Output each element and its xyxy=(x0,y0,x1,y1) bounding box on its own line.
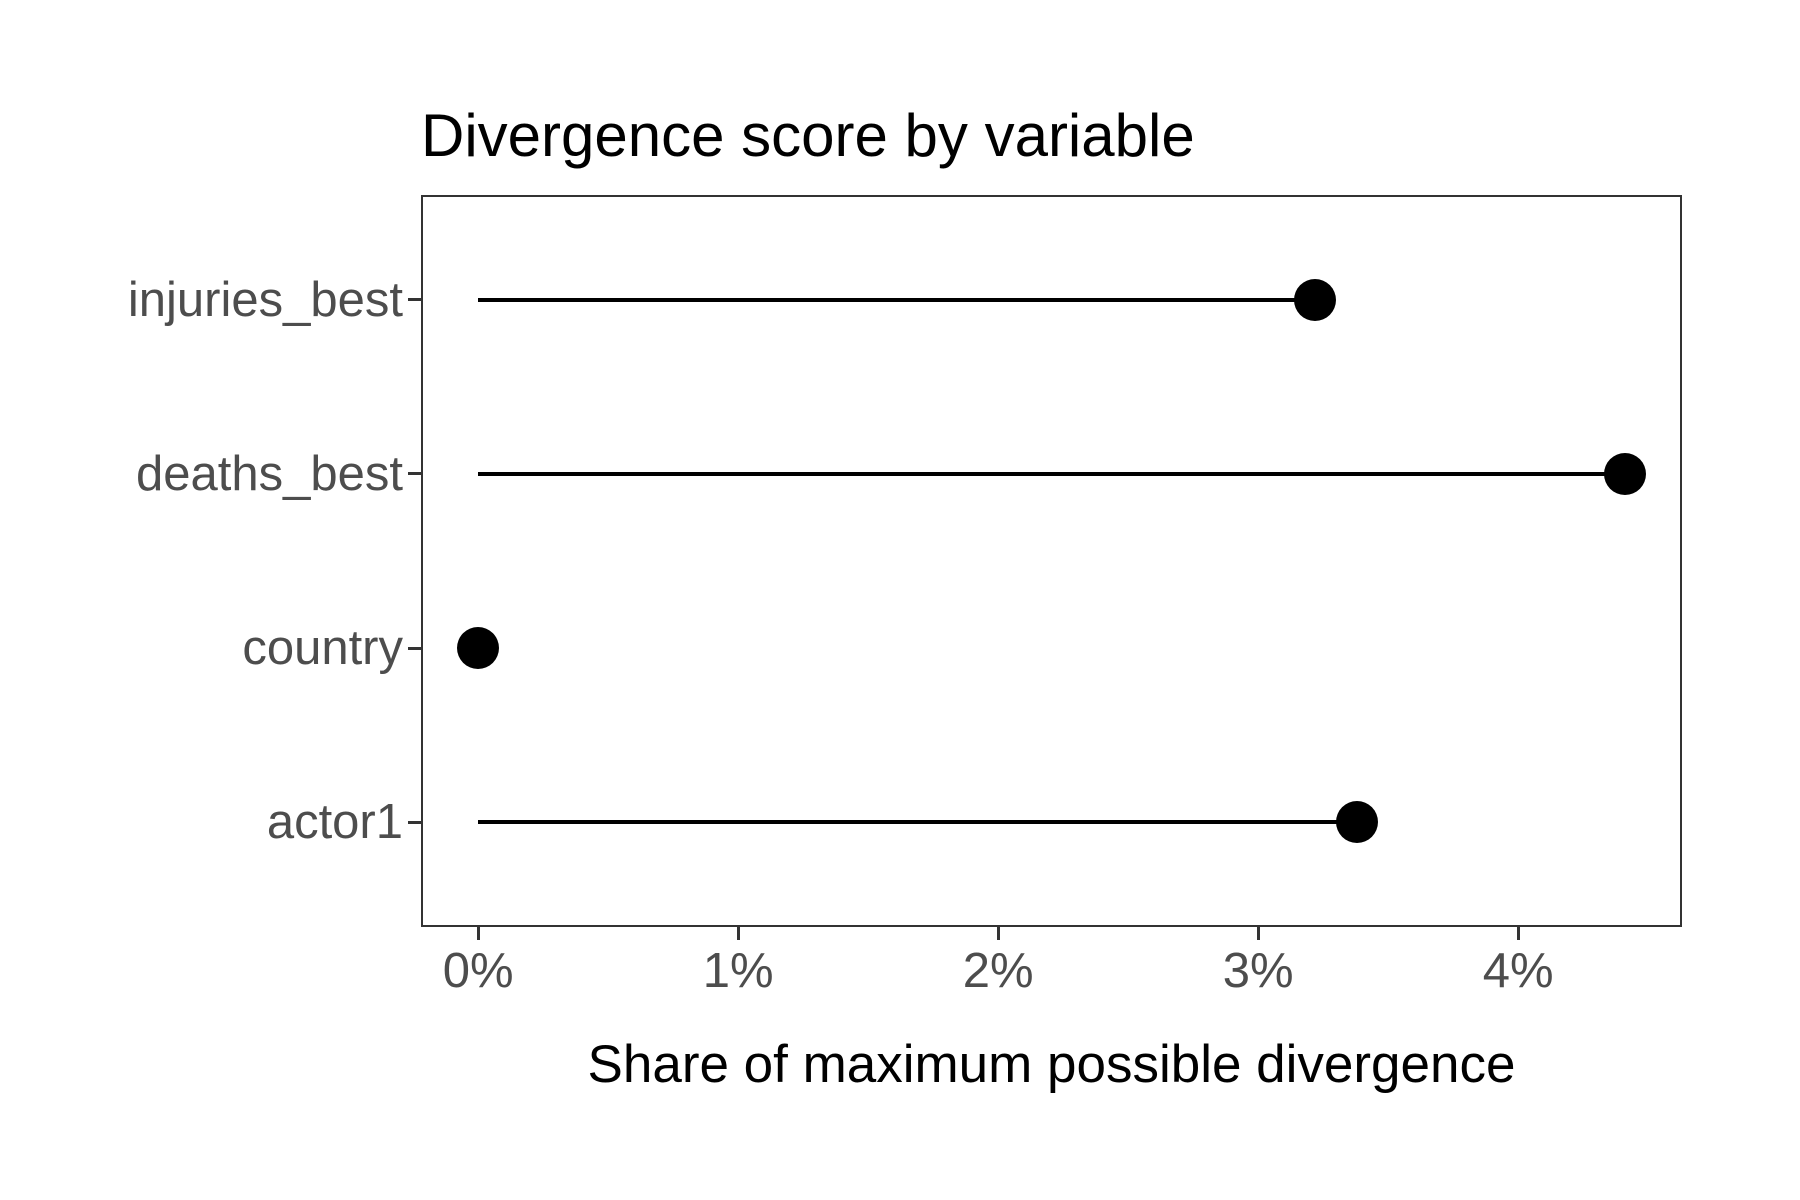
chart-title: Divergence score by variable xyxy=(421,102,1195,169)
x-axis-tick xyxy=(1256,927,1260,940)
x-axis-title: Share of maximum possible divergence xyxy=(587,1035,1516,1094)
x-axis-tick-label: 2% xyxy=(962,944,1034,998)
x-axis-tick-label: 1% xyxy=(702,944,774,998)
plot-panel xyxy=(421,195,1682,927)
lollipop-dot xyxy=(1603,452,1646,495)
y-axis-label: injuries_best xyxy=(127,272,403,327)
x-axis-tick xyxy=(1516,927,1520,940)
lollipop-line xyxy=(478,471,1625,476)
x-axis-tick xyxy=(996,927,1000,940)
y-axis-tick xyxy=(408,298,421,302)
lollipop-dot xyxy=(457,627,500,670)
x-axis-tick xyxy=(736,927,740,940)
x-axis-tick-label: 3% xyxy=(1222,944,1294,998)
y-axis-tick xyxy=(408,472,421,476)
y-axis-label: deaths_best xyxy=(136,446,403,501)
y-axis-tick xyxy=(408,820,421,824)
lollipop-dot xyxy=(1294,278,1337,321)
lollipop-dot xyxy=(1336,801,1378,844)
lollipop-line xyxy=(478,820,1357,825)
x-axis-tick-label: 0% xyxy=(442,944,514,998)
y-axis-label: actor1 xyxy=(266,795,403,850)
y-axis-tick xyxy=(408,646,421,650)
y-axis-label: country xyxy=(242,621,403,676)
x-axis-tick-label: 4% xyxy=(1482,944,1554,998)
x-axis-tick xyxy=(476,927,480,940)
lollipop-line xyxy=(478,297,1316,302)
